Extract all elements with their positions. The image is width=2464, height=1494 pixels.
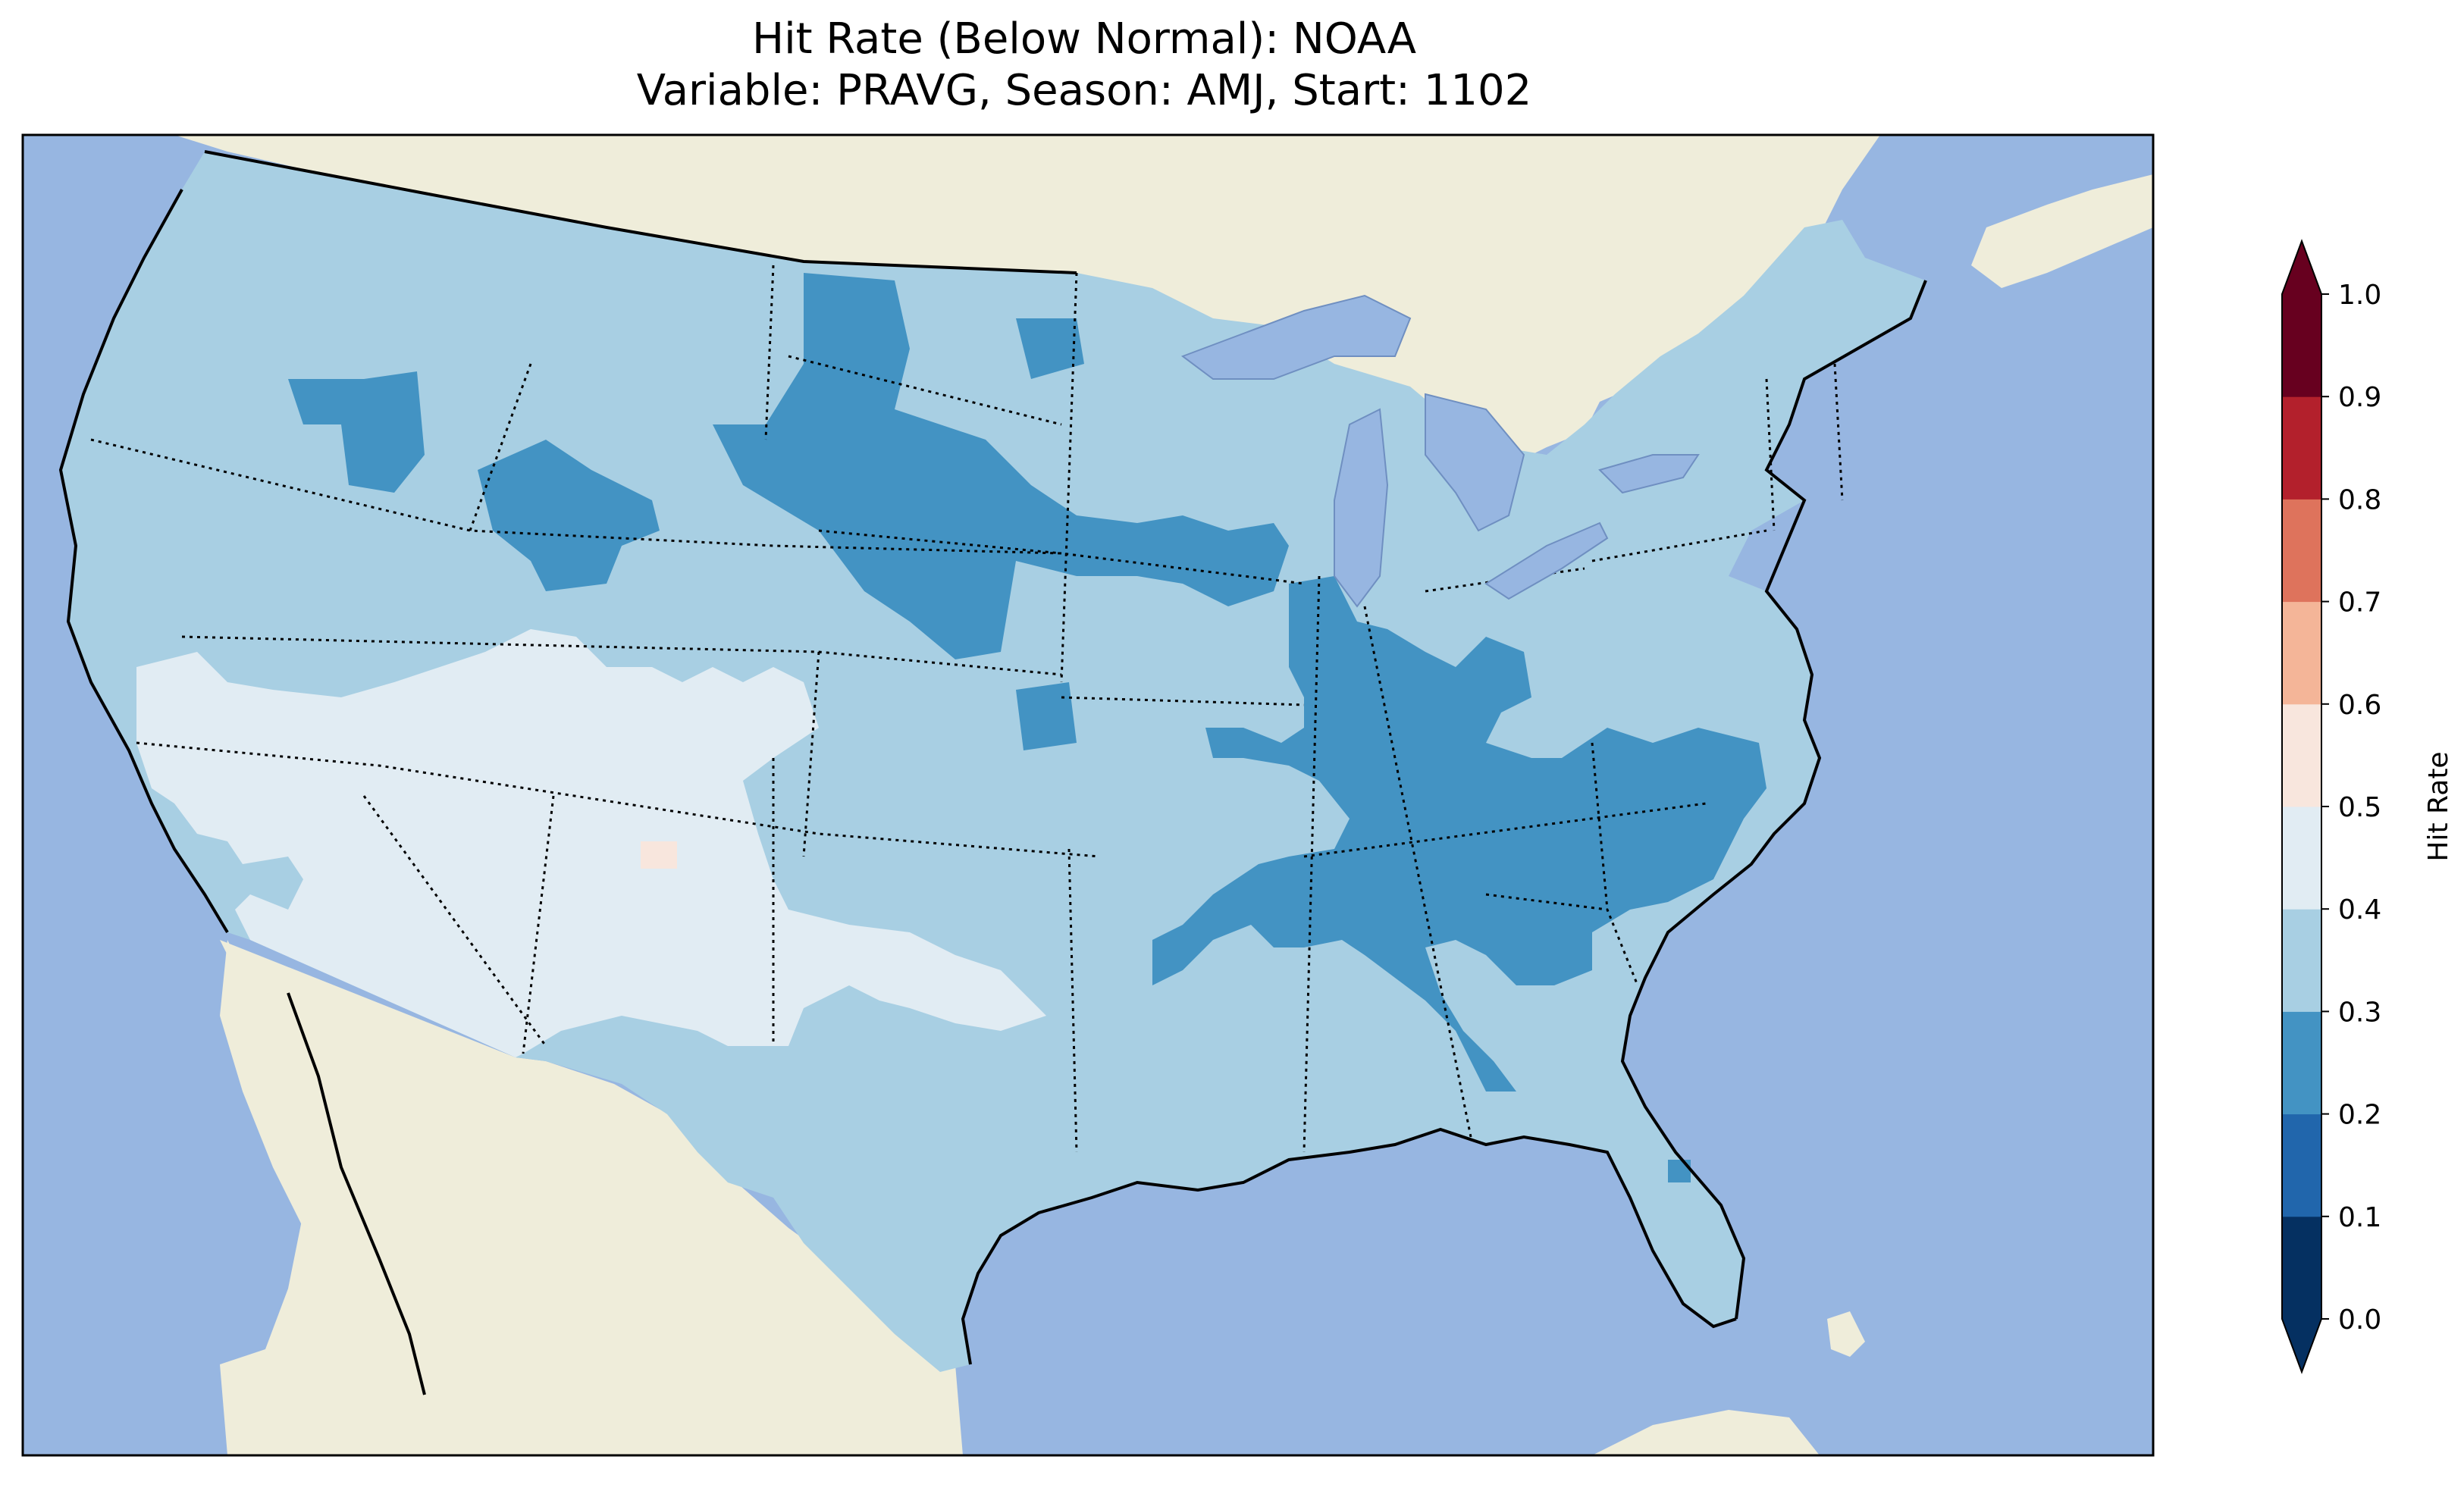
colorbar-bin	[2282, 499, 2321, 603]
baja-coast	[287, 992, 426, 1395]
land-nova-scotia	[1971, 174, 2153, 288]
colorbar-tick-label: 0.3	[2338, 997, 2381, 1028]
lake-superior	[1180, 294, 1412, 380]
colorbar-extend-min	[2282, 1319, 2321, 1372]
colorbar-bin	[2282, 1113, 2321, 1217]
colorbar-bin	[2282, 703, 2321, 807]
region-southwest	[136, 629, 1046, 1057]
colorbar-tick-label: 0.8	[2338, 484, 2381, 515]
colorbar-tick-label: 0.1	[2338, 1202, 2381, 1233]
colorbar-tick-label: 0.4	[2338, 894, 2381, 926]
lake-michigan	[1334, 408, 1389, 608]
title-line-1: Hit Rate (Below Normal): NOAA	[751, 14, 1417, 64]
colorbar-bin	[2282, 1011, 2321, 1115]
map-title: Hit Rate (Below Normal): NOAA Variable: …	[0, 14, 2168, 117]
colorbar-tick-label: 0.7	[2338, 587, 2381, 619]
colorbar-bin	[2282, 909, 2321, 1012]
lake-huron	[1425, 393, 1525, 532]
title-line-2: Variable: PRAVG, Season: AMJ, Start: 110…	[636, 66, 1532, 115]
colorbar-bin	[2282, 396, 2321, 500]
colorbar-tick-label: 0.2	[2338, 1100, 2381, 1131]
colorbar-tick-label: 1.0	[2338, 280, 2381, 311]
east-coastline	[1620, 280, 1927, 1320]
colorbar-tick-label: 0.5	[2338, 792, 2381, 823]
region-nd-patch	[1016, 318, 1084, 379]
region-idaho-patch	[288, 371, 425, 493]
land-bahamas	[1827, 1311, 1865, 1357]
region-mississippi-valley	[1152, 576, 1766, 1092]
colorbar-extend-max	[2282, 241, 2321, 294]
state-borders	[90, 265, 1844, 1153]
map-frame	[21, 133, 2155, 1457]
us-canada-border	[204, 150, 1077, 274]
colorbar-tick-label: 0.9	[2338, 382, 2381, 413]
colorbar-tick-label: 0.6	[2338, 690, 2381, 721]
west-coastline	[58, 189, 229, 934]
region-kansas-patch	[1016, 682, 1077, 750]
colorbar-bin	[2282, 294, 2321, 397]
colorbar-label: Hit Rate	[2423, 751, 2454, 861]
colorbar-bin	[2282, 1216, 2321, 1320]
region-northern-plains	[713, 273, 1289, 659]
colorbar-bin	[2282, 807, 2321, 910]
land-caribbean	[1592, 1410, 1820, 1455]
gulf-coastline	[961, 1127, 1737, 1365]
region-nm-spot	[641, 841, 677, 869]
land-baja	[220, 940, 425, 1410]
lake-ontario	[1598, 454, 1700, 494]
lake-erie	[1484, 521, 1609, 600]
colorbar-bin	[2282, 601, 2321, 705]
colorbar-tick-label: 0.0	[2338, 1305, 2381, 1336]
region-wyoming-patch	[478, 440, 660, 591]
